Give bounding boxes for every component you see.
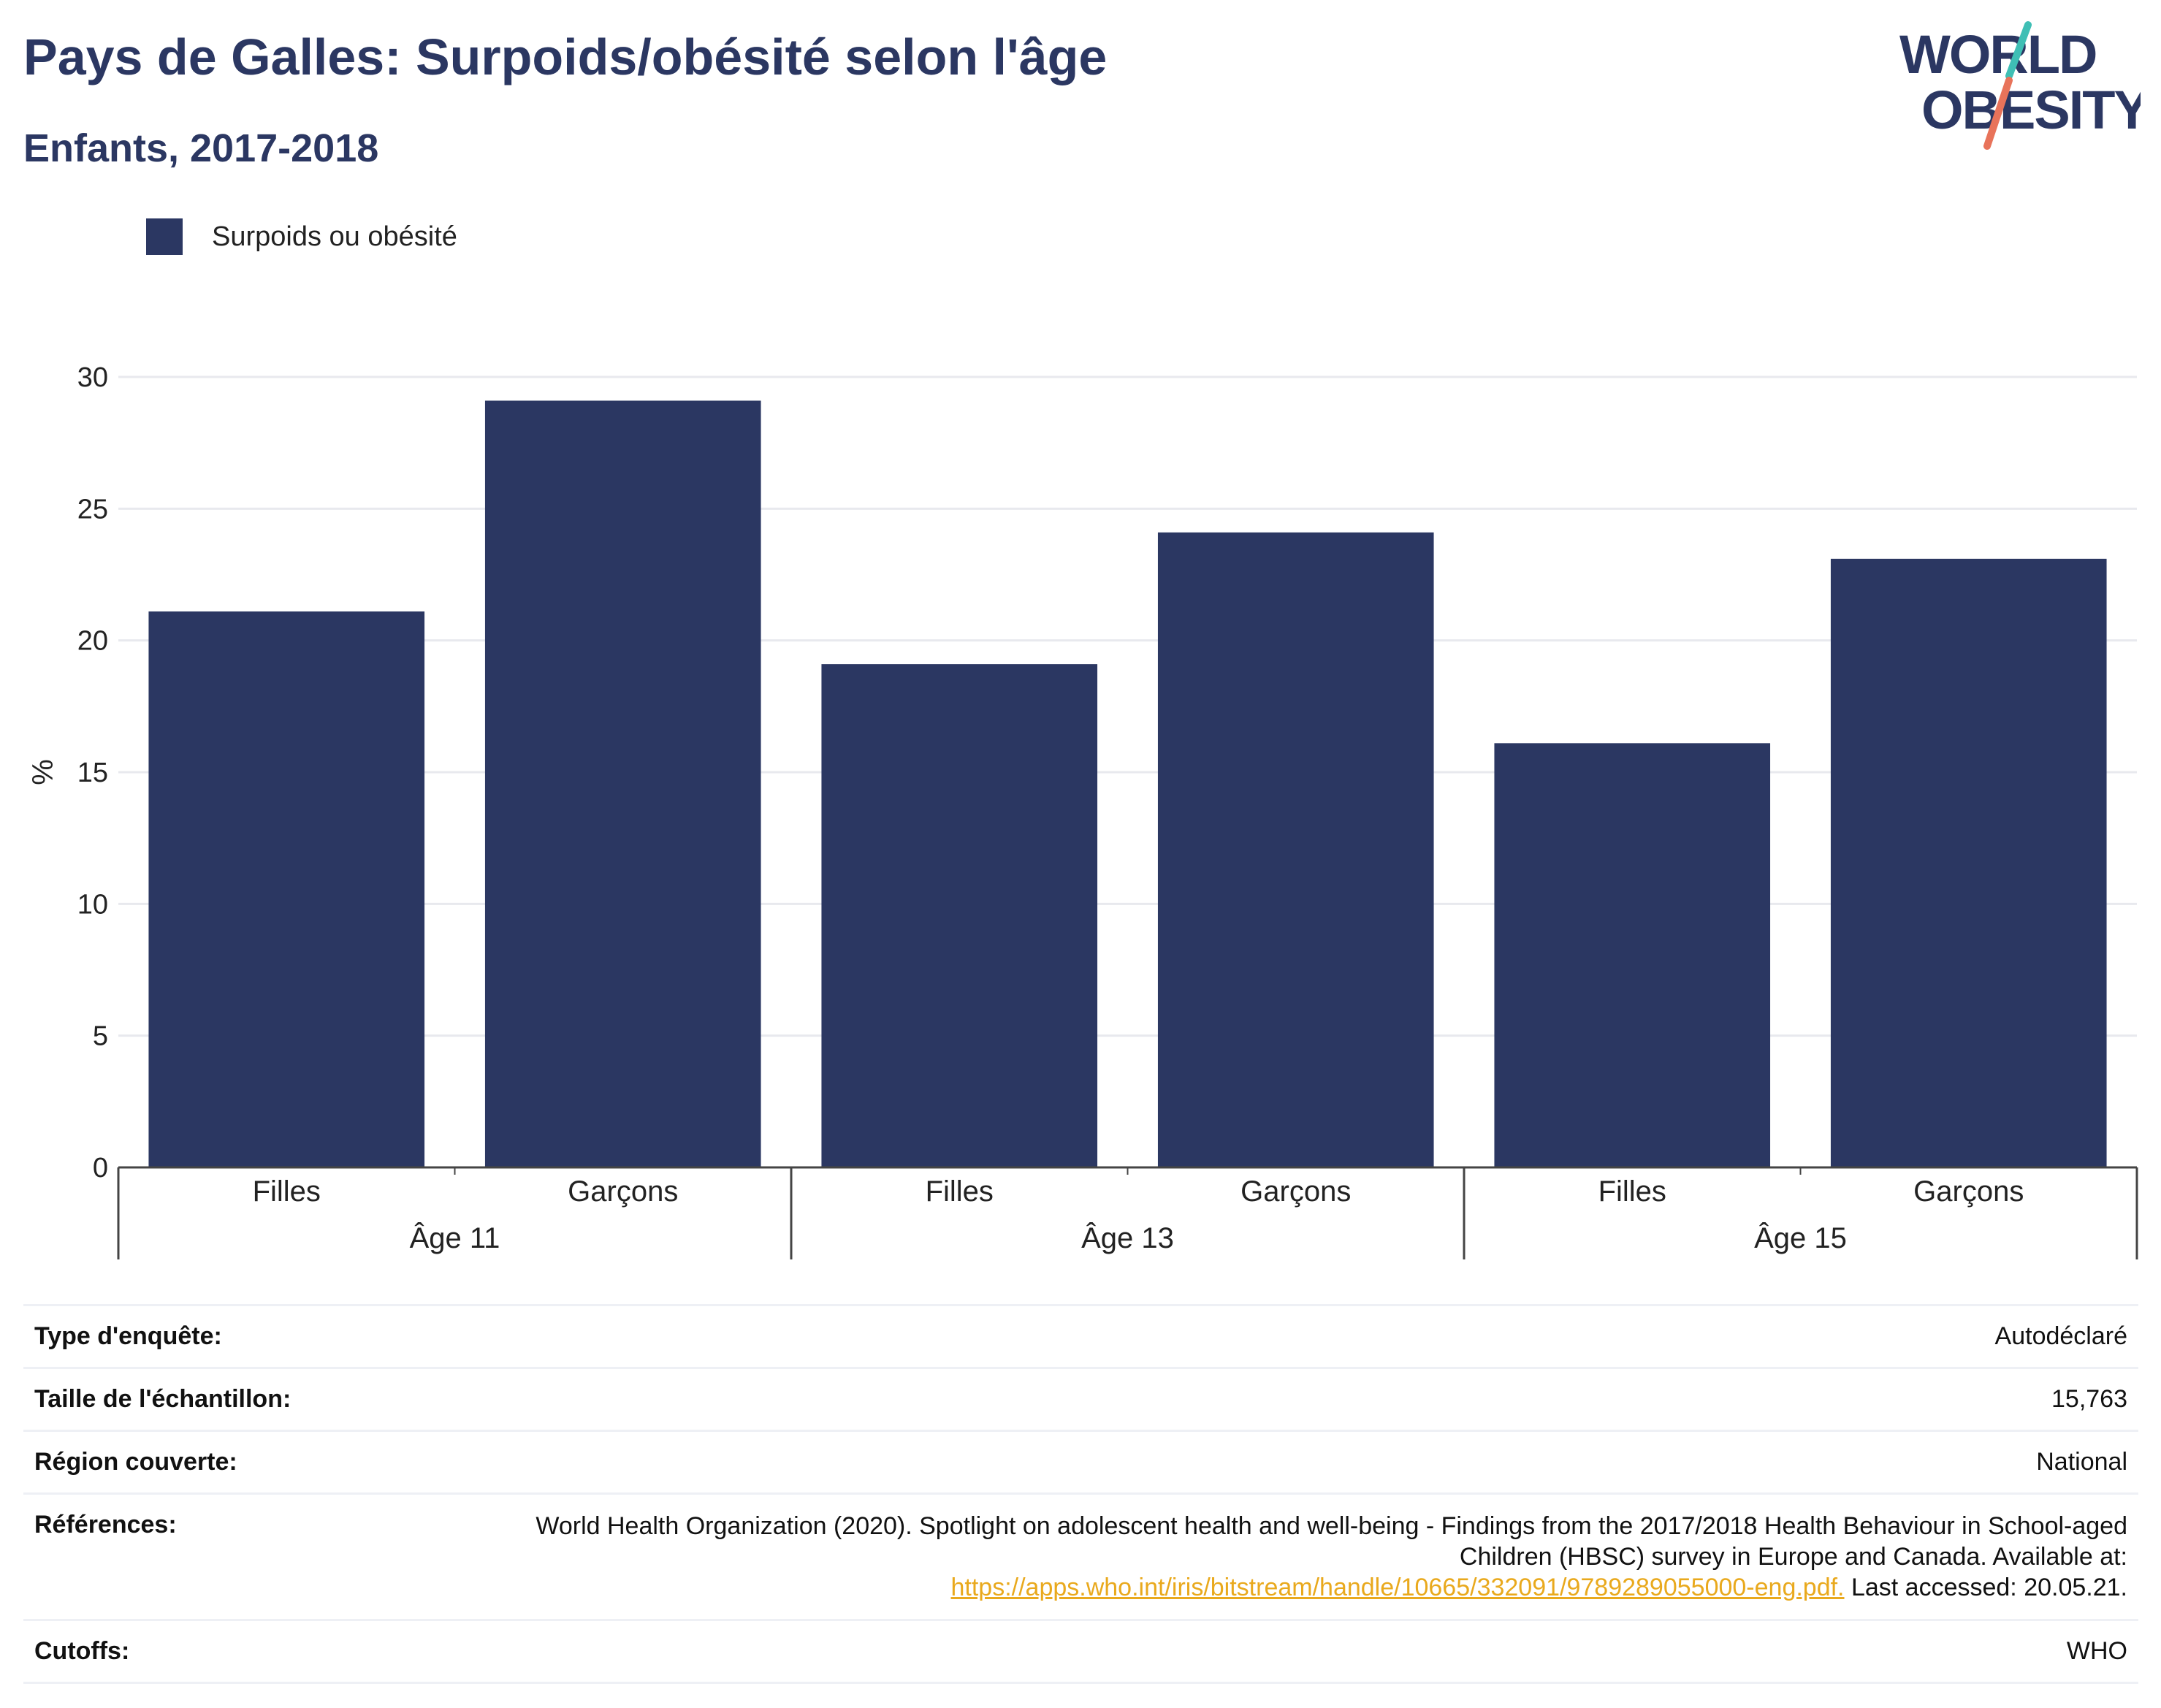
cutoffs-label: Cutoffs: [34, 1637, 130, 1665]
bar-chart: 0 5 10 15 20 25 30% Filles Garçons Âge 11 Filles Ga… [27, 362, 2138, 1259]
bar [148, 611, 425, 1167]
x-group-label: Âge 13 [1081, 1221, 1174, 1254]
references-text: World Health Organization (2020). Spotli… [536, 1512, 2127, 1571]
region-value: National [2036, 1448, 2127, 1476]
page-title: Pays de Galles: Surpoids/obésité selon l… [23, 28, 1108, 85]
info-table: Type d'enquête: Autodéclaré Taille de l'… [23, 1304, 2138, 1684]
x-tick-label: Filles [253, 1175, 321, 1208]
x-tick-label: Filles [1598, 1175, 1666, 1208]
y-tick-label: 25 [77, 494, 108, 525]
bar [821, 664, 1098, 1167]
x-group-label: Âge 11 [410, 1221, 500, 1254]
legend-swatch [146, 218, 183, 255]
info-row-sample-size: Taille de l'échantillon: 15,763 [23, 1367, 2138, 1430]
references-link[interactable]: https://apps.who.int/iris/bitstream/hand… [950, 1574, 1845, 1601]
logo-line2: OBESITY [1921, 80, 2141, 140]
y-tick-label: 0 [93, 1153, 108, 1183]
y-tick-label: 10 [77, 889, 108, 920]
legend-label: Surpoids ou obésité [212, 221, 457, 252]
x-group-label: Âge 15 [1754, 1221, 1847, 1254]
bar [484, 400, 761, 1168]
y-tick-label: 15 [77, 758, 108, 788]
info-row-references: Références: World Health Organization (2… [23, 1492, 2138, 1619]
sample-size-value: 15,763 [2051, 1385, 2127, 1413]
bar [1830, 558, 2107, 1167]
chart-legend: Surpoids ou obésité [146, 218, 457, 256]
logo-slash-teal [2005, 21, 2032, 80]
y-tick-label: 20 [77, 626, 108, 657]
bar [1494, 743, 1771, 1167]
references-label: Références: [34, 1511, 177, 1539]
info-row-region: Région couverte: National [23, 1430, 2138, 1492]
y-axis-label: % [27, 759, 59, 785]
survey-type-value: Autodéclaré [1994, 1322, 2127, 1350]
x-tick-label: Garçons [1913, 1175, 2024, 1208]
bar [1157, 532, 1434, 1167]
page-subtitle: Enfants, 2017-2018 [23, 126, 379, 170]
cutoffs-value: WHO [2066, 1637, 2127, 1665]
y-tick-label: 5 [93, 1021, 108, 1052]
info-row-survey-type: Type d'enquête: Autodéclaré [23, 1304, 2138, 1367]
x-tick-label: Garçons [568, 1175, 678, 1208]
x-tick-label: Garçons [1240, 1175, 1351, 1208]
references-accessed: Last accessed: 20.05.21. [1844, 1574, 2127, 1601]
world-obesity-logo: WORLD OBESITY [1899, 21, 2141, 150]
region-label: Région couverte: [34, 1448, 237, 1476]
references-value: World Health Organization (2020). Spotli… [447, 1511, 2127, 1603]
x-tick-label: Filles [926, 1175, 994, 1208]
logo-slash-coral [1983, 77, 2013, 150]
y-tick-label: 30 [77, 362, 108, 393]
sample-size-label: Taille de l'échantillon: [34, 1385, 291, 1413]
info-row-cutoffs: Cutoffs: WHO [23, 1619, 2138, 1684]
logo-line1: WORLD [1899, 24, 2097, 85]
survey-type-label: Type d'enquête: [34, 1322, 222, 1350]
